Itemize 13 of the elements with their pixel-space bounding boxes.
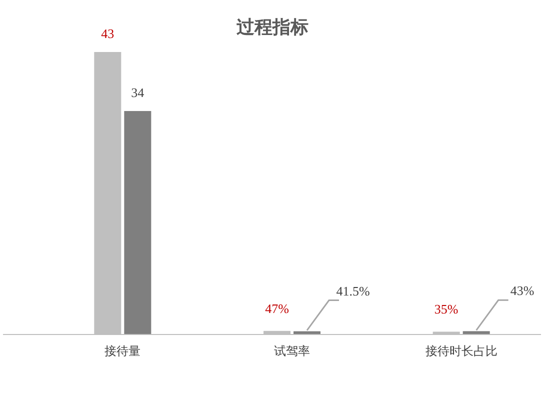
data-label: 35%: [434, 302, 458, 317]
x-tick-label: 接待时长占比: [425, 344, 498, 358]
data-label: 43: [101, 26, 114, 41]
bar: [462, 331, 490, 334]
data-label: 34: [131, 85, 144, 100]
data-label: 47%: [265, 300, 289, 316]
x-tick-label: 试驾率: [274, 344, 310, 358]
data-label: 41.5%: [336, 283, 370, 298]
x-tick-label: 接待量: [104, 344, 141, 358]
data-label: 43%: [510, 283, 534, 298]
bar: [294, 331, 320, 334]
title: 过程指标: [236, 17, 308, 37]
bar: [124, 111, 152, 334]
